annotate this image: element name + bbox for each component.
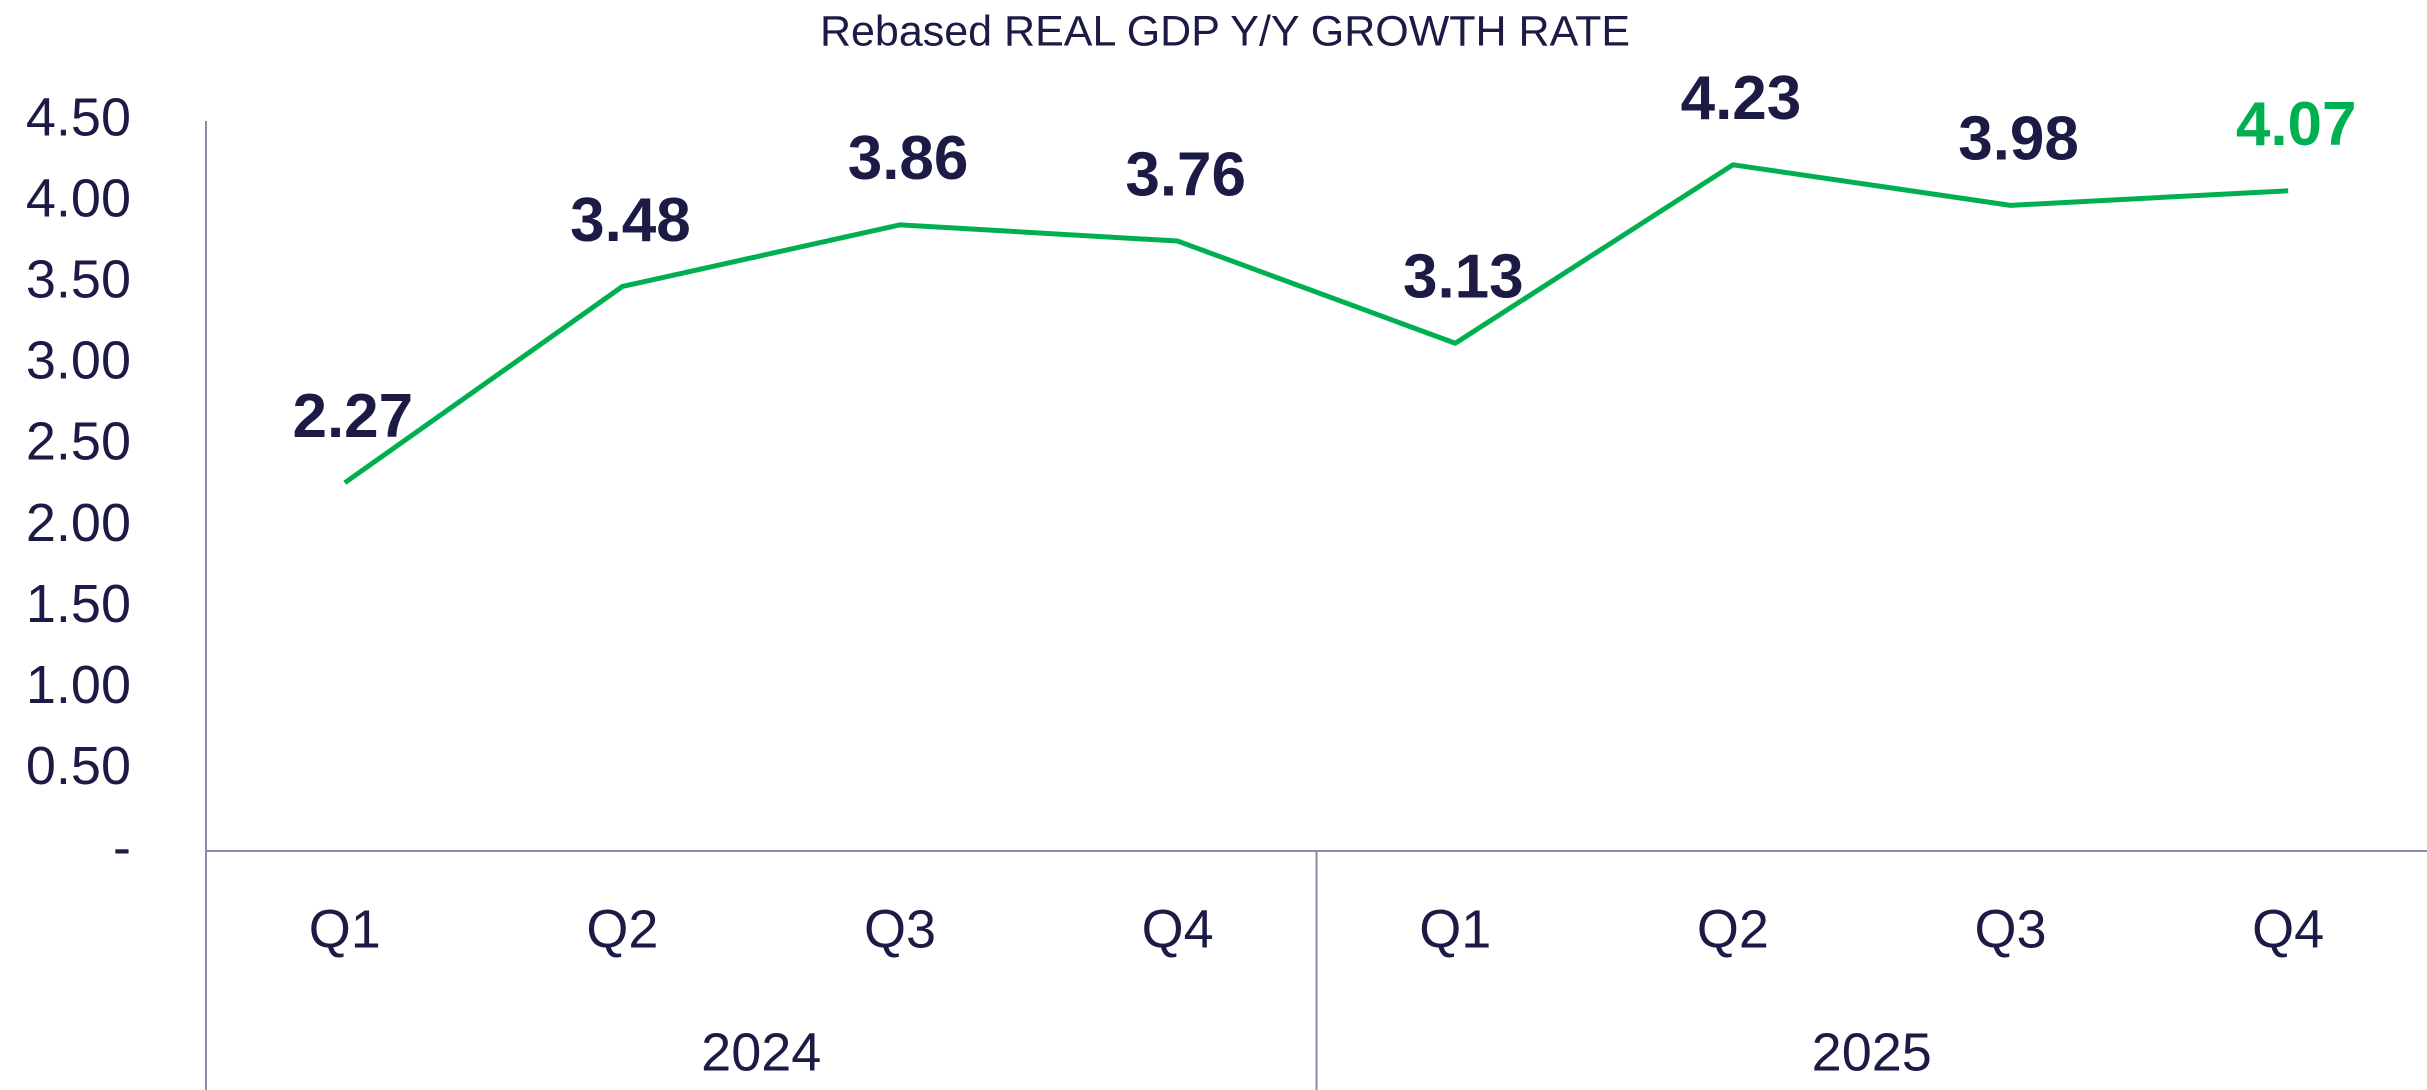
y-tick-label: 1.00 — [26, 655, 131, 715]
data-label: 3.86 — [848, 124, 969, 193]
y-tick-label: 4.00 — [26, 168, 131, 228]
x-tick-label: Q1 — [309, 899, 381, 959]
x-tick-label: Q3 — [864, 899, 936, 959]
y-tick-label: 4.50 — [26, 87, 131, 147]
x-tick-label: Q2 — [1697, 899, 1769, 959]
chart-title: Rebased REAL GDP Y/Y GROWTH RATE — [820, 7, 1630, 55]
y-tick-label: 3.00 — [26, 331, 131, 391]
x-tick-label: Q2 — [586, 899, 658, 959]
y-tick-label: - — [113, 817, 131, 877]
y-tick-label: 2.50 — [26, 412, 131, 472]
x-tick-label: Q4 — [1142, 899, 1214, 959]
group-label: 2025 — [1812, 1022, 1932, 1082]
y-tick-label: 2.00 — [26, 493, 131, 553]
y-tick-label: 3.50 — [26, 249, 131, 309]
series-line — [343, 162, 2289, 485]
y-tick-label: 0.50 — [26, 736, 131, 796]
data-label: 3.76 — [1125, 140, 1246, 209]
data-label: 3.48 — [570, 186, 691, 255]
x-tick-label: Q3 — [1975, 899, 2047, 959]
x-tick-label: Q1 — [1419, 899, 1491, 959]
x-tick-label: Q4 — [2252, 899, 2324, 959]
data-label: 4.23 — [1681, 64, 1802, 133]
data-label: 4.07 — [2236, 90, 2357, 159]
y-tick-label: 1.50 — [26, 574, 131, 634]
group-label: 2024 — [701, 1022, 821, 1082]
data-label: 2.27 — [292, 382, 413, 451]
data-label: 3.98 — [1958, 105, 2079, 174]
data-label: 3.13 — [1403, 243, 1524, 312]
